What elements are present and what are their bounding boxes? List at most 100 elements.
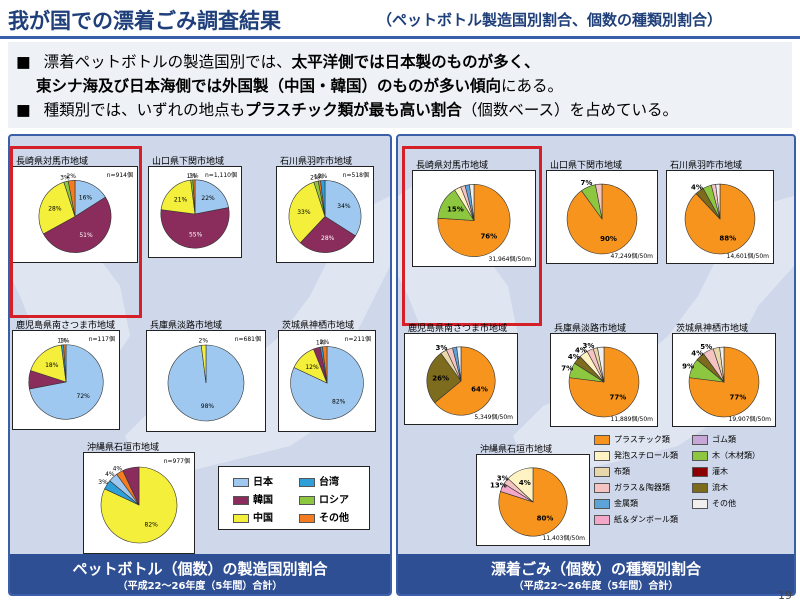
slice-label: 7%: [581, 179, 593, 187]
pie-slice: [688, 346, 760, 418]
slice-label: 4%: [691, 183, 703, 191]
pie-slice: [426, 352, 462, 404]
pie-chart-hakui-type: 14,601個/50m 88% 4%: [666, 170, 774, 264]
slice-label: 1%: [316, 340, 326, 347]
legend-item-taiwan: 台湾: [299, 473, 339, 488]
pie-chart-shimonoseki-type: 47,249個/50m 90% 7%: [546, 170, 658, 264]
slice-label: 3%: [436, 344, 448, 352]
pie-chart-minamisatsuma-type: 5,349個/50m 64% 26% 3%: [404, 333, 518, 425]
pie-slice: [122, 466, 140, 506]
slice-label: 5%: [700, 343, 712, 351]
pie-chart-tsushima-country: n=914個 16% 51% 28% 3% 2%: [12, 166, 138, 263]
chart-note: 47,249個/50m: [610, 253, 654, 260]
legend-item-driftwood: 流木: [692, 482, 728, 493]
legend-item-cloth: 布類: [594, 466, 630, 477]
country-legend: 日本 台湾 韓国 ロシア 中国 その他: [218, 466, 370, 530]
chart-note: 31,964個/50m: [488, 256, 532, 263]
pie-slice: [456, 346, 462, 382]
chart-note: 11,403個/50m: [542, 535, 586, 542]
pie-slice: [322, 346, 328, 384]
slice-label: 2%: [66, 173, 76, 180]
pie-slice: [192, 179, 196, 215]
slice-label: 9%: [682, 362, 694, 370]
slice-label: 3%: [497, 475, 509, 483]
highlight-box-right: [402, 146, 542, 326]
header-rule: [0, 36, 800, 39]
right-footer-sub: （平成22～26年度（5年間）合計）: [513, 581, 679, 592]
swatch-taiwan: [299, 477, 315, 487]
pie-slice: [299, 216, 356, 253]
slice-label: 3%: [98, 479, 108, 486]
chart-title: 長崎県対馬市地域: [16, 157, 89, 167]
legend-item-metal: 金属類: [594, 498, 638, 509]
chart-note: 19,907個/50m: [728, 416, 772, 423]
slice-label: 1%: [314, 174, 324, 181]
legend-item-rubber: ゴム類: [692, 434, 736, 445]
slice-label: 21%: [174, 196, 188, 203]
slide-subtitle: （ペットボトル製造国別割合、個数の種類別割合）: [377, 11, 723, 29]
bullet-marker: ■: [16, 53, 31, 71]
pie-svg: 80% 13%3% 4%: [490, 467, 568, 537]
right-footer-title: 漂着ごみ（個数）の種類別割合: [490, 560, 701, 578]
bullet-3-text: 種類別では、いずれの地点も: [43, 101, 246, 119]
chart-note: n=211個: [344, 336, 371, 343]
bullet-3-text-post: （個数ベース）を占めている。: [461, 101, 679, 119]
pie-chart-tsushima-type: 31,964個/50m 76% 15%: [412, 170, 536, 267]
bullet-1-bold: 太平洋側では日本製のものが多く、: [291, 53, 540, 71]
slice-label: 16%: [79, 195, 93, 202]
pie-chart-awaji-country: n=681個 98% 2%: [146, 330, 266, 432]
bullet-marker: ■: [16, 101, 31, 119]
chart-title: 兵庫県淡路市地域: [150, 321, 223, 331]
bullet-1: ■ 漂着ペットボトルの製造国別では、太平洋側では日本製のものが多く、: [16, 52, 540, 72]
left-footer: ペットボトル（個数）の製造国別割合 （平成22～26年度（5年間）合計）: [10, 554, 390, 594]
slice-label: 4%: [691, 349, 703, 357]
pie-svg: 98% 2%: [167, 338, 245, 422]
pie-svg: 77% 7% 4%4%3%: [561, 342, 640, 418]
slice-label: 7%: [561, 365, 573, 373]
bullet-1-cont: 東シナ海及び日本海側では外国製（中国・韓国）のものが多い傾向にある。: [36, 76, 563, 96]
pie-slice: [288, 181, 326, 244]
chart-note: n=117個: [88, 336, 115, 343]
pie-slice: [38, 181, 76, 235]
chart-note: n=681個: [234, 336, 261, 343]
slice-label: 4%: [519, 479, 531, 487]
legend-item-japan: 日本: [233, 473, 273, 488]
chart-title: 山口県下関市地域: [550, 161, 623, 171]
right-footer: 漂着ごみ（個数）の種類別割合 （平成22～26年度（5年間）合計）: [398, 554, 794, 594]
pie-svg: 64% 26% 3%: [426, 344, 496, 416]
chart-title: 茨城県神栖市地域: [676, 324, 749, 334]
pie-slice: [469, 184, 475, 221]
slice-label: 64%: [471, 386, 488, 394]
pie-svg: 90% 7%: [566, 179, 638, 255]
slice-label: 2%: [318, 173, 328, 180]
slice-label: 90%: [600, 235, 617, 243]
pie-slice: [42, 196, 112, 253]
slice-label: 18%: [45, 362, 59, 369]
chart-title: 鹿児島県南さつま市地域: [16, 321, 116, 331]
pie-svg: 88% 4%: [684, 183, 756, 255]
chart-title: 沖縄県石垣市地域: [87, 443, 160, 453]
slice-label: 77%: [729, 394, 746, 402]
swatch-russia: [299, 495, 315, 505]
slice-label: 22%: [201, 195, 215, 202]
chart-note: n=914個: [106, 172, 133, 179]
pie-svg: 22%55%21%1%1%: [160, 173, 230, 249]
slice-label: 28%: [48, 206, 62, 213]
pie-slice: [719, 346, 725, 383]
pie-chart-kamisu-type: 19,907個/50m 77% 9% 4% 5%: [672, 333, 776, 427]
pie-slice: [715, 183, 721, 220]
chart-note: n=518個: [342, 172, 369, 179]
pie-slice: [63, 344, 67, 383]
highlight-box-left: [10, 146, 142, 318]
legend-item-other: その他: [299, 509, 349, 524]
slice-label: 2%: [320, 339, 330, 346]
slice-label: 15%: [447, 205, 464, 213]
slice-label: 55%: [189, 232, 203, 239]
slice-label: 4%: [113, 465, 123, 472]
slice-label: 3%: [583, 342, 595, 350]
chart-title: 鹿児島県南さつま市地域: [408, 324, 508, 334]
pie-slice: [320, 180, 326, 217]
bullet-1-text: 漂着ペットボトルの製造国別では、: [43, 53, 292, 71]
pie-svg: 72%8%18%1%1%: [20, 337, 104, 420]
slice-label: 80%: [537, 515, 554, 523]
